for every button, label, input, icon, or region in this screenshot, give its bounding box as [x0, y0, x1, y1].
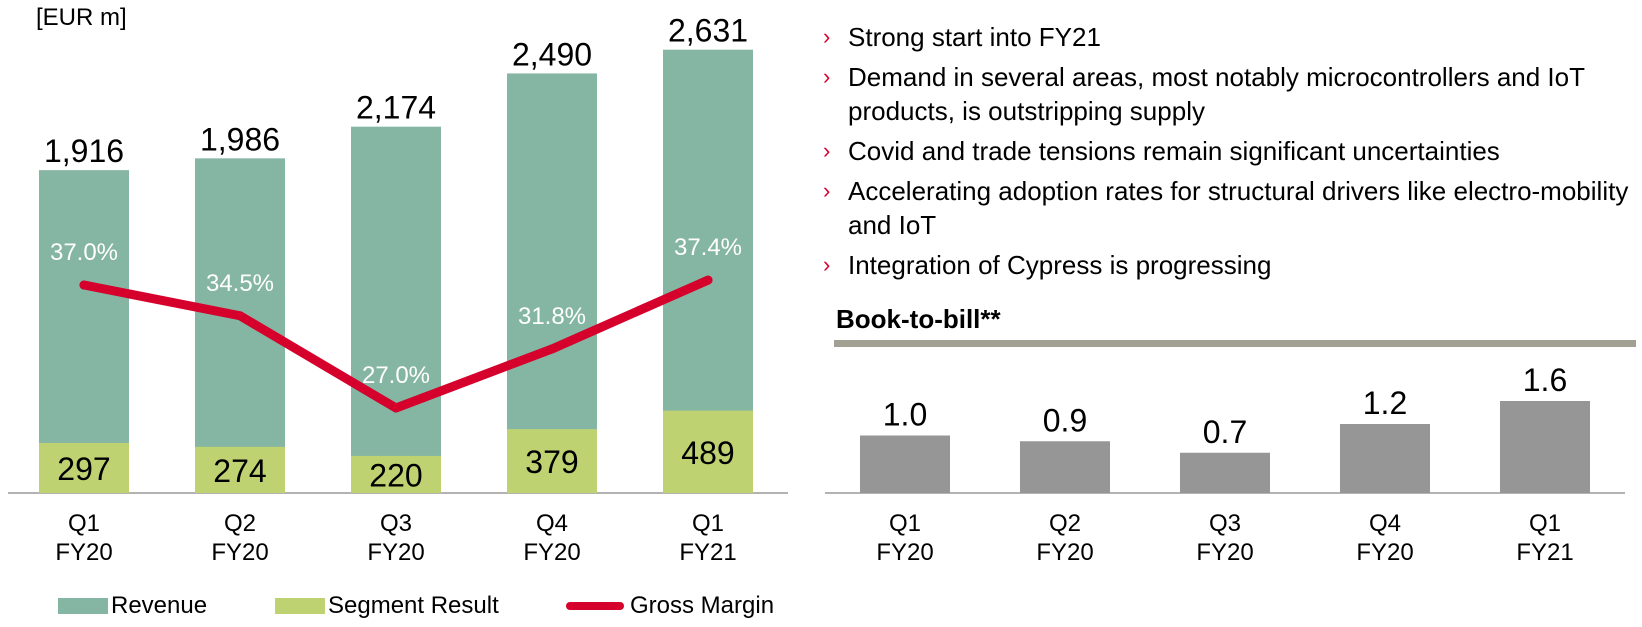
gross-margin-swatch [566, 602, 624, 610]
segment-result-bar [663, 410, 753, 493]
legend-revenue: Revenue [58, 592, 207, 620]
x-tick-label: Q4 [536, 510, 568, 537]
revenue-bar [507, 73, 597, 493]
book-to-bill-bar [1020, 441, 1110, 493]
revenue-value-label: 2,174 [356, 90, 436, 126]
book-to-bill-bar [860, 435, 950, 493]
segment-result-value-label: 220 [369, 457, 422, 493]
x-tick-label: Q1 [68, 510, 100, 537]
x-tick-label: Q1 [692, 510, 724, 537]
x-tick-label: FY20 [523, 539, 580, 566]
bullet-item: › Demand in several areas, most notably m… [823, 62, 1585, 126]
book-to-bill-value-label: 0.7 [1203, 414, 1247, 450]
x-tick-label: Q1 [1529, 510, 1561, 537]
chevron-right-icon: › [823, 138, 831, 163]
gross-margin-point [391, 403, 401, 413]
chevron-right-icon: › [823, 64, 831, 89]
bullet-item: › Strong start into FY21 [823, 22, 1101, 52]
revenue-bar [351, 126, 441, 493]
chevron-right-icon: › [823, 24, 831, 49]
revenue-value-label: 1,916 [44, 133, 124, 169]
x-tick-label: FY21 [679, 539, 736, 566]
x-tick-label: Q2 [224, 510, 256, 537]
x-tick-label: FY20 [367, 539, 424, 566]
gross-margin-value-label: 37.0% [50, 239, 118, 266]
gross-margin-value-label: 27.0% [362, 362, 430, 389]
segment-result-swatch [275, 598, 325, 614]
segment-result-value-label: 274 [213, 453, 266, 489]
book-to-bill-title: Book-to-bill** [836, 304, 1001, 334]
revenue-value-label: 1,986 [200, 121, 280, 157]
x-tick-label: FY20 [1196, 539, 1253, 566]
gross-margin-value-label: 37.4% [674, 234, 742, 261]
x-tick-label: FY20 [55, 539, 112, 566]
segment-result-value-label: 297 [57, 451, 110, 487]
highlights-list: › Strong start into FY21 › Demand in sever… [823, 20, 1633, 288]
segment-result-bar [39, 442, 129, 493]
revenue-bar [195, 158, 285, 493]
book-to-bill-value-label: 1.6 [1523, 362, 1567, 398]
segment-result-bar [351, 455, 441, 493]
x-tick-label: FY20 [211, 539, 268, 566]
x-tick-label: Q3 [1209, 510, 1241, 537]
chevron-right-icon: › [823, 252, 831, 277]
x-tick-label: FY20 [1036, 539, 1093, 566]
x-tick-label: Q4 [1369, 510, 1401, 537]
x-tick-label: FY20 [1356, 539, 1413, 566]
legend-gross-margin: Gross Margin [566, 592, 774, 620]
x-tick-label: Q3 [380, 510, 412, 537]
segment-result-value-label: 379 [525, 444, 578, 480]
revenue-bar [39, 170, 129, 494]
gross-margin-point [235, 311, 245, 321]
revenue-chart: 1,916297Q1FY201,986274Q2FY202,174220Q3FY… [8, 13, 788, 566]
gross-margin-value-label: 34.5% [206, 270, 274, 297]
chevron-right-icon: › [823, 178, 831, 203]
x-tick-label: Q2 [1049, 510, 1081, 537]
segment-result-bar [507, 429, 597, 493]
book-to-bill-bar [1340, 424, 1430, 493]
unit-label: [EUR m] [36, 4, 127, 31]
revenue-swatch [58, 598, 108, 614]
gross-margin-point [547, 344, 557, 354]
bullet-item: › Accelerating adoption rates for structu… [823, 176, 1629, 240]
book-to-bill-value-label: 1.0 [883, 397, 927, 433]
revenue-value-label: 2,490 [512, 36, 592, 72]
segment-result-bar [195, 446, 285, 493]
legend-segment-result: Segment Result [275, 592, 499, 620]
x-tick-label: FY21 [1516, 539, 1573, 566]
book-to-bill-bar [1500, 401, 1590, 493]
book-to-bill-value-label: 1.2 [1363, 385, 1407, 421]
revenue-value-label: 2,631 [668, 13, 748, 49]
x-tick-label: FY20 [876, 539, 933, 566]
title-divider [834, 340, 1636, 347]
bullet-item: › Covid and trade tensions remain signifi… [823, 136, 1500, 166]
gross-margin-value-label: 31.8% [518, 303, 586, 330]
book-to-bill-chart: 1.0Q1FY200.9Q2FY200.7Q3FY201.2Q4FY201.6Q… [825, 362, 1625, 566]
book-to-bill-value-label: 0.9 [1043, 402, 1087, 438]
gross-margin-point [79, 280, 89, 290]
book-to-bill-bar [1180, 452, 1270, 493]
gross-margin-point [703, 275, 713, 285]
bullet-item: › Integration of Cypress is progressing [823, 250, 1272, 280]
x-tick-label: Q1 [889, 510, 921, 537]
segment-result-value-label: 489 [681, 435, 734, 471]
